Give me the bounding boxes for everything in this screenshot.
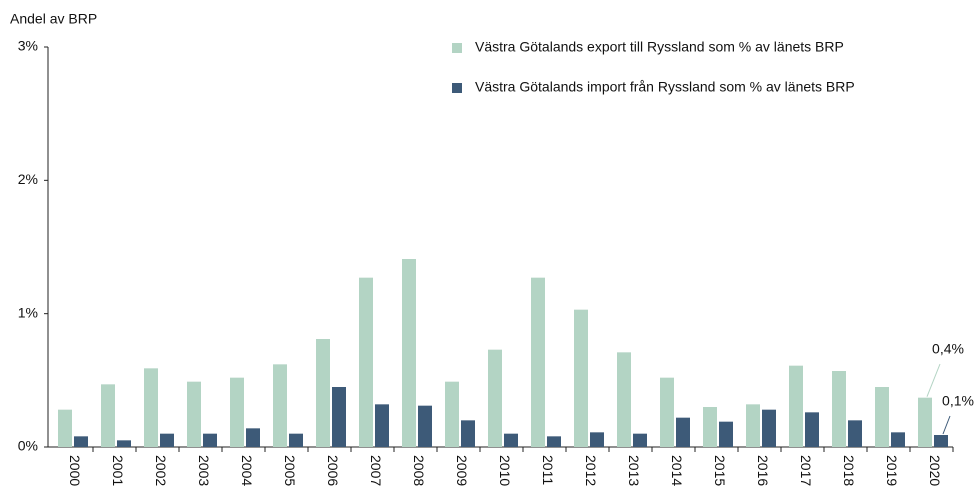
y-axis-label: Andel av BRP bbox=[10, 11, 97, 27]
x-tick-label: 2001 bbox=[110, 455, 126, 486]
x-tick-label: 2008 bbox=[411, 455, 427, 486]
y-tick-label: 1% bbox=[18, 304, 38, 320]
x-tick-label: 2010 bbox=[497, 455, 513, 486]
x-tick-label: 2020 bbox=[927, 455, 943, 486]
bar bbox=[504, 433, 518, 447]
leader-line bbox=[926, 363, 941, 397]
bar bbox=[590, 432, 604, 447]
x-tick-label: 2017 bbox=[798, 455, 814, 486]
bar bbox=[746, 404, 760, 447]
x-tick-label: 2013 bbox=[626, 455, 642, 486]
x-tick-label: 2018 bbox=[841, 455, 857, 486]
bar bbox=[445, 381, 459, 447]
bar bbox=[617, 352, 631, 447]
bar bbox=[703, 407, 717, 447]
bar bbox=[418, 405, 432, 447]
x-tick-label: 2016 bbox=[755, 455, 771, 486]
bar bbox=[547, 436, 561, 447]
bar bbox=[246, 428, 260, 447]
bar bbox=[359, 277, 373, 447]
bar bbox=[332, 387, 346, 447]
bar bbox=[273, 364, 287, 447]
bar bbox=[144, 368, 158, 447]
x-tick-label: 2002 bbox=[153, 455, 169, 486]
bar bbox=[676, 417, 690, 447]
bar bbox=[875, 387, 889, 447]
bar bbox=[58, 409, 72, 447]
bar bbox=[848, 420, 862, 447]
data-label: 0,4% bbox=[932, 341, 964, 357]
bar bbox=[574, 309, 588, 447]
x-tick-label: 2015 bbox=[712, 455, 728, 486]
bar bbox=[660, 377, 674, 447]
legend-swatch bbox=[452, 43, 462, 53]
bar bbox=[101, 384, 115, 447]
x-tick-label: 2000 bbox=[67, 455, 83, 486]
x-tick-label: 2004 bbox=[239, 455, 255, 486]
bar bbox=[762, 409, 776, 447]
bar bbox=[832, 371, 846, 447]
y-tick-label: 3% bbox=[18, 38, 38, 54]
bar bbox=[633, 433, 647, 447]
bar bbox=[934, 435, 948, 447]
bar bbox=[891, 432, 905, 447]
x-tick-label: 2006 bbox=[325, 455, 341, 486]
x-tick-label: 2019 bbox=[884, 455, 900, 486]
x-tick-label: 2012 bbox=[583, 455, 599, 486]
x-tick-label: 2014 bbox=[669, 455, 685, 486]
x-tick-label: 2003 bbox=[196, 455, 212, 486]
bar bbox=[805, 412, 819, 447]
bar bbox=[375, 404, 389, 447]
bar bbox=[316, 339, 330, 447]
bar bbox=[74, 436, 88, 447]
legend-label: Västra Götalands export till Ryssland so… bbox=[475, 39, 844, 55]
bar bbox=[203, 433, 217, 447]
leader-line bbox=[942, 415, 951, 435]
bar bbox=[289, 433, 303, 447]
x-tick-label: 2005 bbox=[282, 455, 298, 486]
bar bbox=[187, 381, 201, 447]
bar bbox=[531, 277, 545, 447]
y-tick-label: 0% bbox=[18, 438, 38, 454]
bar bbox=[230, 377, 244, 447]
bar bbox=[918, 397, 932, 447]
x-tick-label: 2009 bbox=[454, 455, 470, 486]
legend-swatch bbox=[452, 83, 462, 93]
bar bbox=[719, 421, 733, 447]
bar bbox=[461, 420, 475, 447]
data-label: 0,1% bbox=[942, 393, 974, 409]
legend-label: Västra Götalands import från Ryssland so… bbox=[475, 79, 855, 95]
bar bbox=[488, 349, 502, 447]
bar bbox=[160, 433, 174, 447]
bar bbox=[789, 365, 803, 447]
x-tick-label: 2011 bbox=[540, 455, 556, 485]
bar bbox=[402, 259, 416, 447]
y-tick-label: 2% bbox=[18, 171, 38, 187]
bar bbox=[117, 440, 131, 447]
x-tick-label: 2007 bbox=[368, 455, 384, 486]
